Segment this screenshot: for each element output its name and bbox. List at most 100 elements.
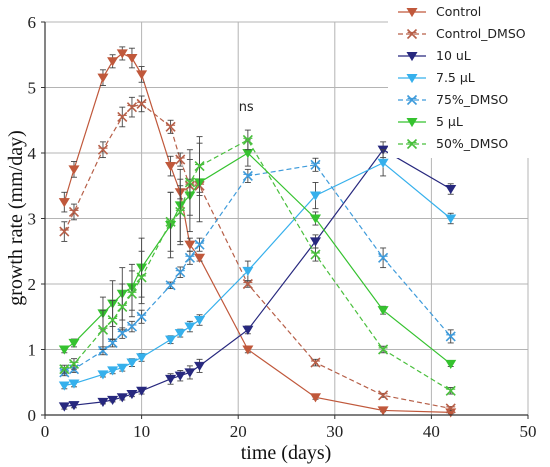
data-point xyxy=(310,357,321,368)
data-point xyxy=(126,102,138,113)
legend-marker xyxy=(406,117,418,128)
x-axis-title: time (days) xyxy=(241,442,332,464)
data-point xyxy=(97,144,109,155)
data-point xyxy=(107,57,119,67)
data-point xyxy=(126,389,138,400)
data-point xyxy=(309,214,322,224)
legend-item: 10 uL xyxy=(398,48,471,63)
data-point xyxy=(165,374,177,385)
series-layer xyxy=(58,46,457,418)
data-point xyxy=(242,266,254,276)
x-tick-label: 10 xyxy=(133,422,150,441)
data-point xyxy=(59,226,70,237)
data-point xyxy=(68,338,80,349)
data-point xyxy=(59,364,70,375)
legend-marker xyxy=(406,7,418,18)
legend-label: 7.5 μL xyxy=(436,70,475,85)
data-point xyxy=(68,206,80,218)
y-axis-title: growth rate (mm/day) xyxy=(5,130,27,306)
data-point xyxy=(194,161,205,172)
legend-item: 50%_DMSO xyxy=(398,136,508,151)
data-point xyxy=(68,401,80,411)
data-point xyxy=(194,315,206,326)
x-tick-label: 20 xyxy=(230,422,247,441)
y-tick-label: 4 xyxy=(28,144,37,163)
data-point xyxy=(445,385,456,396)
data-point xyxy=(184,252,195,263)
y-tick-label: 2 xyxy=(28,275,37,294)
data-point xyxy=(116,363,128,373)
legend-label: 10 uL xyxy=(436,48,471,63)
data-point xyxy=(68,379,80,389)
data-point xyxy=(126,358,138,368)
data-point xyxy=(445,331,456,342)
legend-item: Control_DMSO xyxy=(398,26,526,41)
data-point xyxy=(97,370,109,380)
legend-label: 50%_DMSO xyxy=(436,136,508,151)
data-point xyxy=(184,240,196,250)
data-point xyxy=(116,49,128,59)
data-point xyxy=(136,353,148,363)
data-point xyxy=(445,359,457,369)
data-point xyxy=(165,162,177,172)
data-point xyxy=(309,393,322,403)
data-point xyxy=(165,280,176,291)
data-point xyxy=(58,345,70,355)
data-point xyxy=(377,158,389,168)
data-point xyxy=(184,177,195,188)
data-point xyxy=(175,267,186,278)
legend-marker xyxy=(406,73,418,84)
data-point xyxy=(378,344,389,355)
legend-label: Control_DMSO xyxy=(436,26,526,41)
legend-item: 5 μL xyxy=(398,114,463,129)
x-tick-label: 0 xyxy=(41,422,50,441)
y-tick-label: 3 xyxy=(28,210,37,229)
data-point xyxy=(377,406,389,416)
legend-item: Control xyxy=(398,4,481,19)
y-tick-label: 0 xyxy=(28,406,37,425)
data-point xyxy=(136,70,148,80)
data-point xyxy=(242,345,254,355)
data-point xyxy=(58,402,70,412)
legend-item: 75%_DMSO xyxy=(398,92,508,107)
data-point xyxy=(174,329,186,339)
data-point xyxy=(136,272,147,283)
data-point xyxy=(126,321,138,332)
data-point xyxy=(68,358,80,369)
data-point xyxy=(126,288,138,299)
axes: 0 10 20 30 40 50 0 1 2 3 4 5 6 xyxy=(28,13,537,441)
data-point xyxy=(310,159,321,170)
y-tick-label: 1 xyxy=(28,341,37,360)
data-point xyxy=(117,301,128,312)
data-point xyxy=(242,325,254,335)
legend-marker xyxy=(406,28,418,40)
data-point xyxy=(107,314,118,326)
data-point xyxy=(165,121,176,132)
data-point xyxy=(184,368,196,378)
series-line xyxy=(64,139,452,392)
series-0 xyxy=(58,46,457,418)
legend-marker xyxy=(406,94,418,106)
x-tick-label: 50 xyxy=(520,422,537,441)
data-point xyxy=(58,198,70,208)
data-point xyxy=(194,361,206,371)
data-point xyxy=(175,154,186,165)
data-point xyxy=(310,249,321,260)
series-6 xyxy=(59,129,456,396)
data-point xyxy=(175,206,186,218)
data-point xyxy=(174,371,186,381)
data-point xyxy=(58,381,70,391)
data-point xyxy=(68,165,80,175)
data-point xyxy=(309,237,322,247)
legend-item: 7.5 μL xyxy=(398,70,475,85)
data-point xyxy=(242,134,253,145)
legend-box xyxy=(388,0,550,158)
data-point xyxy=(136,311,147,322)
data-point xyxy=(194,253,206,263)
data-point xyxy=(97,73,109,83)
legend: Control Control_DMSO 10 uL 7.5 μL 75%_DMSO 5 … xyxy=(388,0,550,158)
data-point xyxy=(136,386,148,396)
series-2 xyxy=(58,141,457,412)
